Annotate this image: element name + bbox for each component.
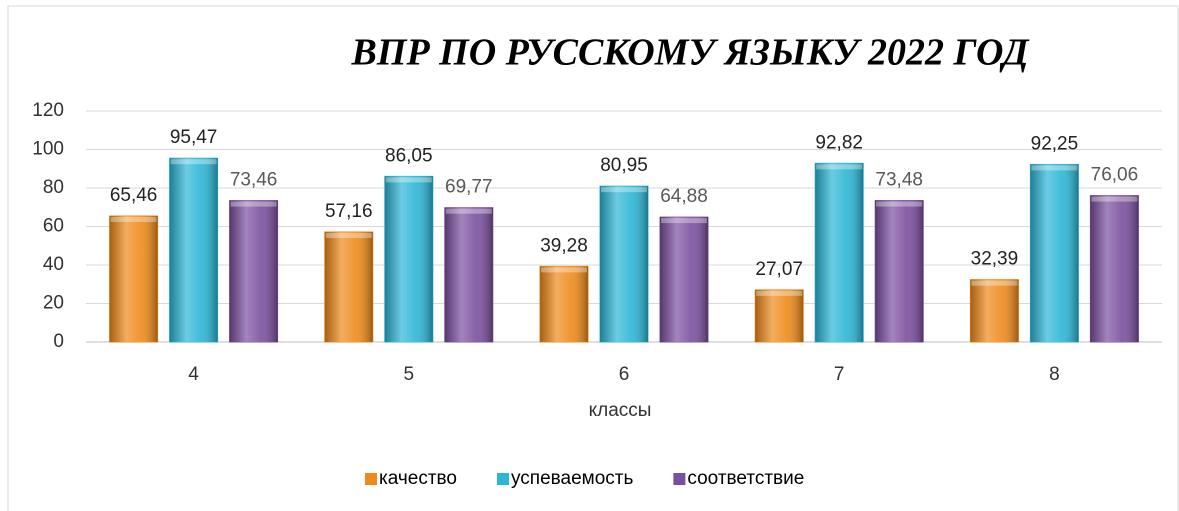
bar-shade [384, 176, 433, 342]
y-tick-label: 80 [43, 177, 64, 198]
bar-cap [876, 201, 923, 207]
x-tick-label: 8 [1049, 364, 1060, 385]
bar-cap [385, 177, 432, 183]
y-tick-label: 100 [32, 139, 64, 160]
data-label: 57,16 [325, 201, 373, 222]
bar-cap [601, 187, 647, 193]
bar-shade [600, 186, 648, 342]
bar-shade [540, 266, 588, 342]
legend-label: соответствие [687, 468, 804, 489]
bar-cap [230, 201, 277, 207]
data-label: 69,77 [445, 177, 493, 198]
legend-swatch [365, 473, 377, 485]
bar-cap [325, 232, 372, 238]
bar-shade [169, 158, 218, 342]
bar-shade [1090, 195, 1139, 342]
x-axis-label: классы [589, 400, 652, 421]
y-tick-label: 120 [32, 100, 64, 121]
data-label: 92,82 [815, 132, 863, 153]
bar-cap [541, 267, 587, 273]
bar-shade [229, 200, 278, 342]
data-label: 64,88 [660, 186, 708, 207]
bar-cap [816, 164, 863, 170]
data-label: 39,28 [540, 235, 588, 256]
x-tick-label: 6 [619, 364, 630, 385]
y-tick-label: 60 [43, 216, 64, 237]
data-label: 27,07 [755, 259, 803, 280]
bar-cap [170, 159, 217, 165]
y-tick-label: 40 [43, 254, 64, 275]
data-label: 32,39 [971, 249, 1019, 270]
x-tick-label: 4 [188, 364, 199, 385]
data-label: 86,05 [385, 145, 433, 166]
data-label: 95,47 [170, 127, 218, 148]
x-tick-label: 7 [834, 364, 845, 385]
bar-shade [815, 163, 864, 342]
data-label: 76,06 [1091, 165, 1139, 186]
data-label: 73,46 [230, 170, 278, 191]
data-label: 92,25 [1031, 133, 1079, 154]
bar-cap [756, 290, 803, 296]
bar-cap [1091, 196, 1138, 202]
bar-shade [109, 215, 158, 342]
bar-cap [110, 216, 157, 222]
bar-shade [875, 200, 924, 342]
legend-label: качество [379, 468, 457, 489]
chart-frame [7, 5, 1179, 511]
bar-shade [1030, 164, 1079, 342]
legend-label: успеваемость [511, 468, 633, 489]
bar-cap [445, 208, 492, 214]
bar-cap [971, 280, 1018, 286]
bar-shade [660, 217, 708, 342]
y-tick-label: 0 [53, 331, 64, 352]
bar-shade [755, 289, 804, 342]
legend-swatch [497, 473, 509, 485]
bar-shade [970, 279, 1019, 342]
chart-title: ВПР ПО РУССКОМУ ЯЗЫКУ 2022 ГОД [351, 32, 1031, 74]
y-tick-label: 20 [43, 293, 64, 314]
bar-cap [661, 218, 707, 224]
data-label: 80,95 [600, 155, 648, 176]
legend-swatch [673, 473, 686, 485]
x-tick-label: 5 [404, 364, 415, 385]
data-label: 65,46 [110, 185, 158, 206]
data-label: 73,48 [875, 170, 923, 191]
bar-shade [324, 231, 373, 342]
bar-cap [1031, 165, 1078, 171]
bar-shade [444, 207, 493, 342]
